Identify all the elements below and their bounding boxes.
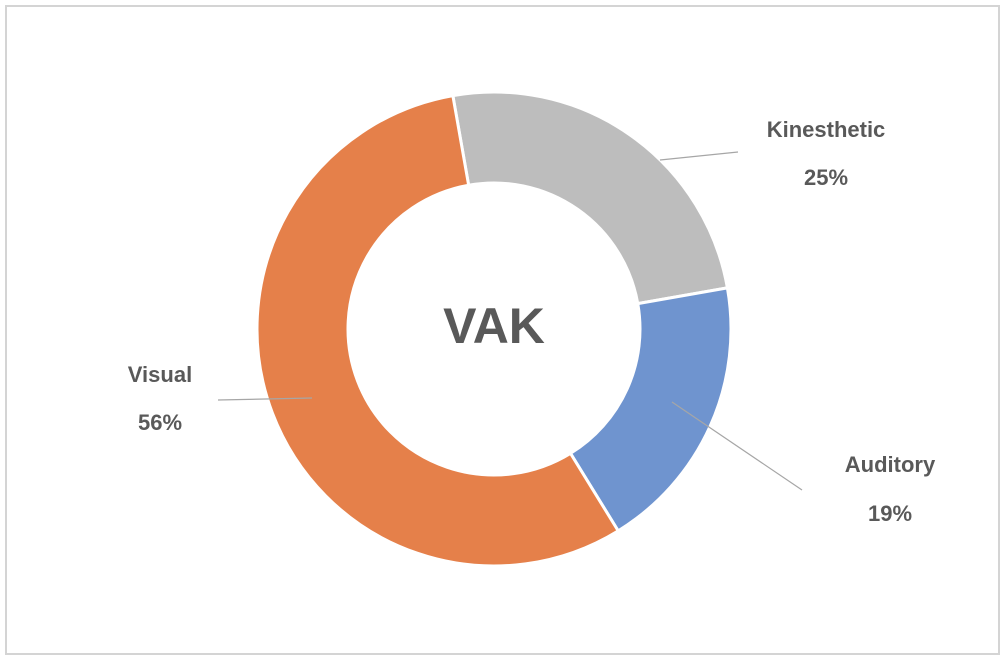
center-text: VAK [443,298,545,354]
slice-value-label: 56% [138,410,182,435]
slice-label: Auditory [845,452,936,477]
leader-line [659,151,739,161]
donut-slice [451,90,730,306]
slice-value-label: 19% [868,501,912,526]
leader-line [671,401,803,491]
slice-label: Visual [128,362,192,387]
slice-label: Kinesthetic [767,117,886,142]
slice-value-label: 25% [804,165,848,190]
leader-line [217,397,313,401]
donut-slice [255,93,621,568]
donut-slice [568,286,733,533]
